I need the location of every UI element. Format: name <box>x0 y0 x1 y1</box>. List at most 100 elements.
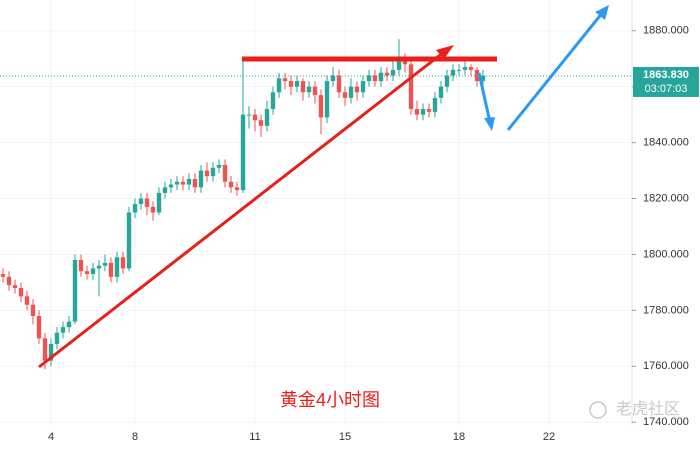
candle-body <box>30 304 36 316</box>
candle-body <box>24 296 30 305</box>
candle-body <box>324 81 330 118</box>
candle-body <box>378 72 384 82</box>
last-price-label: 1863.830 <box>643 69 689 81</box>
candle-body <box>402 58 408 65</box>
x-tick-label: 11 <box>249 431 260 443</box>
candle-body <box>360 81 366 93</box>
candle-body <box>264 109 270 126</box>
candle-body <box>180 181 186 185</box>
x-tick-label: 18 <box>453 431 465 443</box>
candle-body <box>288 81 294 87</box>
candle-body <box>204 170 210 177</box>
up-arrow <box>506 11 605 131</box>
trend-arrow <box>38 50 445 369</box>
candle-body <box>462 67 468 70</box>
up-arrow-head <box>595 5 609 20</box>
x-tick-label: 15 <box>339 431 351 443</box>
down-arrow-head <box>484 117 495 131</box>
candle-body <box>192 178 198 188</box>
x-tick-label: 8 <box>132 431 138 443</box>
candle-body <box>438 86 444 98</box>
candle-body <box>426 109 432 112</box>
candle-body <box>0 274 6 277</box>
candle-body <box>138 198 144 205</box>
candle-body <box>318 95 324 118</box>
candle-body <box>42 338 48 361</box>
candle-body <box>96 265 102 269</box>
candle-body <box>384 72 390 76</box>
candle-body <box>186 178 192 185</box>
candle-body <box>18 287 24 297</box>
candle-body <box>414 109 420 115</box>
trend-arrow-head <box>436 45 454 59</box>
candle-body <box>354 86 360 93</box>
candle-body <box>222 164 228 182</box>
candle-body <box>312 86 318 96</box>
candle-body <box>480 75 486 82</box>
y-tick-label: 1880.000 <box>643 25 689 37</box>
candle-body <box>468 67 474 70</box>
chart-title: 黄金4小时图 <box>280 390 380 410</box>
plot-area <box>0 0 632 425</box>
candle-body <box>240 114 246 191</box>
candle-body <box>198 170 204 188</box>
candle-body <box>234 187 240 191</box>
watermark: 老虎社区 <box>616 400 680 418</box>
candle-body <box>444 75 450 87</box>
candle-body <box>84 271 90 275</box>
candle-body <box>60 327 66 333</box>
candle-body <box>144 198 150 207</box>
x-tick-label: 4 <box>48 431 54 443</box>
candle-body <box>150 206 156 213</box>
candle-body <box>246 114 252 116</box>
candle-body <box>12 285 18 288</box>
candle-body <box>450 69 456 76</box>
candle-body <box>168 184 174 188</box>
candle-body <box>120 257 126 269</box>
watermark-icon <box>589 401 607 419</box>
candle-body <box>270 92 276 110</box>
candle-body <box>174 181 180 185</box>
candle-body <box>336 75 342 93</box>
candle-body <box>276 78 282 93</box>
candle-body <box>72 260 78 322</box>
candle-body <box>210 167 216 177</box>
candle-body <box>54 332 60 344</box>
candle-body <box>456 69 462 71</box>
candle-body <box>126 212 132 269</box>
candle-body <box>408 64 414 110</box>
candle-body <box>102 262 108 266</box>
candle-body <box>36 315 42 339</box>
x-tick-label: 22 <box>543 431 555 443</box>
candle-body <box>78 260 84 272</box>
candle-body <box>420 109 426 115</box>
candle-body <box>396 58 402 70</box>
candle-body <box>252 114 258 121</box>
last-price-box <box>633 66 699 97</box>
candle-body <box>258 120 264 126</box>
candle-body <box>132 204 138 213</box>
candle-body <box>108 262 114 277</box>
candle-body <box>228 181 234 188</box>
candle-body <box>348 86 354 98</box>
candle-body <box>432 97 438 112</box>
y-tick-label: 1760.000 <box>643 360 689 372</box>
candle-body <box>66 321 72 328</box>
candle-body <box>330 75 336 82</box>
candle-body <box>372 75 378 82</box>
candle-body <box>216 164 222 168</box>
candle-body <box>162 187 168 193</box>
candle-body <box>342 92 348 98</box>
candle-body <box>306 86 312 93</box>
candle-body <box>90 268 96 275</box>
candle-body <box>282 78 288 82</box>
candle-body <box>156 192 162 213</box>
candle-body <box>366 75 372 82</box>
candle-body <box>114 257 120 277</box>
candle-body <box>300 81 306 93</box>
countdown-label: 03:07:03 <box>645 83 688 95</box>
down-arrow <box>477 72 492 123</box>
y-tick-label: 1800.000 <box>643 248 689 260</box>
